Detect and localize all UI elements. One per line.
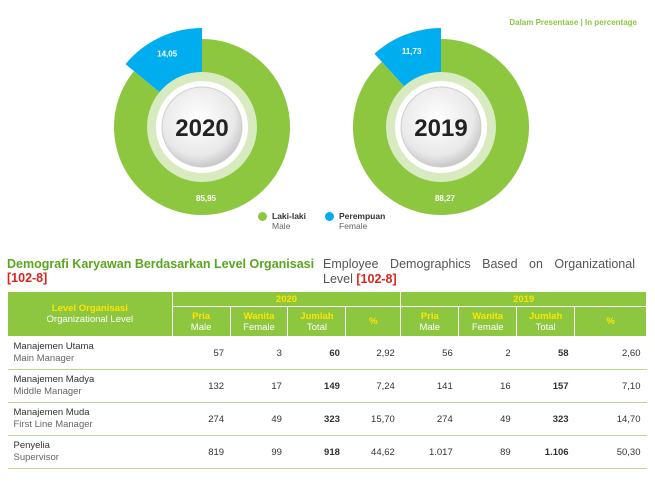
- value-cell: 323: [516, 402, 575, 436]
- title-id-text: Demografi Karyawan Berdasarkan Level Org…: [7, 257, 315, 271]
- unit-note: Dalam Presentase | In percentage: [509, 18, 637, 27]
- col-header: Jumlah Total: [516, 306, 576, 337]
- year-label-2019: 2019: [414, 115, 467, 142]
- year-header-2019: 2019: [400, 291, 647, 307]
- slice-female-2019: [374, 28, 441, 89]
- title-en-ref: [102-8]: [356, 272, 397, 286]
- level-header-id: Level Organisasi: [51, 303, 128, 314]
- hub: [400, 86, 482, 168]
- legend-female-id: Perempuan: [339, 211, 386, 221]
- col-header: Pria Male: [171, 306, 231, 337]
- level-cell: Penyelia Supervisor: [7, 435, 173, 469]
- value-cell: 49: [458, 402, 517, 436]
- table-row: Manajemen Muda First Line Manager 274 49 323…: [7, 402, 647, 436]
- value-cell: 16: [458, 369, 517, 403]
- table-row: Penyelia Supervisor 819 99 918 44,62 1.017 89 1.…: [7, 435, 647, 469]
- value-cell: 57: [172, 336, 231, 370]
- legend-male-id: Laki-laki: [272, 211, 307, 221]
- legend-male: Laki-laki Male: [258, 211, 306, 231]
- value-cell: 7,24: [345, 369, 401, 403]
- value-cell: 141: [400, 369, 459, 403]
- year-label-2020: 2020: [175, 115, 228, 142]
- slice-male-2020: [113, 39, 290, 216]
- col-header: Pria Male: [400, 306, 460, 337]
- year-header-2020: 2020: [171, 291, 402, 307]
- value-cell: 323: [287, 402, 346, 436]
- title-en-text: Employee Demographics Based on Organizat…: [323, 257, 635, 286]
- title-indonesian: Demografi Karyawan Berdasarkan Level Org…: [7, 257, 314, 285]
- level-cell: Manajemen Utama Main Manager: [7, 336, 173, 370]
- slice-label-male: 85,95: [196, 194, 217, 203]
- level-cell: Manajemen Muda First Line Manager: [7, 402, 173, 436]
- slice-label-female: 14,05: [157, 49, 178, 58]
- value-cell: 2: [458, 336, 517, 370]
- col-header: %: [574, 306, 647, 337]
- value-cell: 2,92: [345, 336, 401, 370]
- level-cell: Manajemen Madya Middle Manager: [7, 369, 173, 403]
- demographics-table: Level Organisasi Organizational Level 20…: [7, 291, 647, 469]
- value-cell: 17: [230, 369, 288, 403]
- value-cell: 89: [458, 435, 517, 469]
- value-cell: 132: [172, 369, 231, 403]
- col-header: %: [345, 306, 402, 337]
- value-cell: 157: [516, 369, 575, 403]
- table-row: Manajemen Madya Middle Manager 132 17 149 7,2…: [7, 369, 647, 403]
- legend-male-en: Male: [272, 221, 291, 231]
- value-cell: 274: [172, 402, 231, 436]
- value-cell: 918: [287, 435, 346, 469]
- value-cell: 1.017: [400, 435, 459, 469]
- hub: [161, 86, 243, 168]
- value-cell: 149: [287, 369, 346, 403]
- col-header: Wanita Female: [229, 306, 289, 337]
- table-row: Manajemen Utama Main Manager 57 3 60 2,92 56 2 5…: [7, 336, 647, 370]
- level-header: Level Organisasi Organizational Level: [7, 291, 173, 337]
- legend-female: Perempuan Female: [325, 211, 385, 231]
- title-english: Employee Demographics Based on Organizat…: [323, 257, 635, 287]
- value-cell: 15,70: [345, 402, 401, 436]
- value-cell: 56: [400, 336, 459, 370]
- value-cell: 3: [230, 336, 288, 370]
- value-cell: 60: [287, 336, 346, 370]
- slice-label-female: 11,73: [402, 47, 422, 56]
- slice-label-male: 88,27: [435, 194, 456, 203]
- male-dot-icon: [258, 212, 267, 221]
- female-dot-icon: [325, 212, 334, 221]
- value-cell: 99: [230, 435, 288, 469]
- value-cell: 2,60: [574, 336, 647, 370]
- value-cell: 7,10: [574, 369, 647, 403]
- legend-female-en: Female: [339, 221, 368, 231]
- value-cell: 819: [172, 435, 231, 469]
- slice-male-2019: [353, 39, 529, 215]
- donut-charts: 2020 14,05 85,95 2019 11,73 88,27: [113, 28, 529, 216]
- value-cell: 49: [230, 402, 288, 436]
- title-id-ref: [102-8]: [7, 271, 48, 285]
- value-cell: 274: [400, 402, 459, 436]
- value-cell: 50,30: [574, 435, 647, 469]
- value-cell: 58: [516, 336, 575, 370]
- col-header: Jumlah Total: [287, 306, 347, 337]
- value-cell: 1.106: [516, 435, 575, 469]
- value-cell: 44,62: [345, 435, 401, 469]
- value-cell: 14,70: [574, 402, 647, 436]
- level-header-en: Organizational Level: [46, 314, 134, 325]
- col-header: Wanita Female: [458, 306, 518, 337]
